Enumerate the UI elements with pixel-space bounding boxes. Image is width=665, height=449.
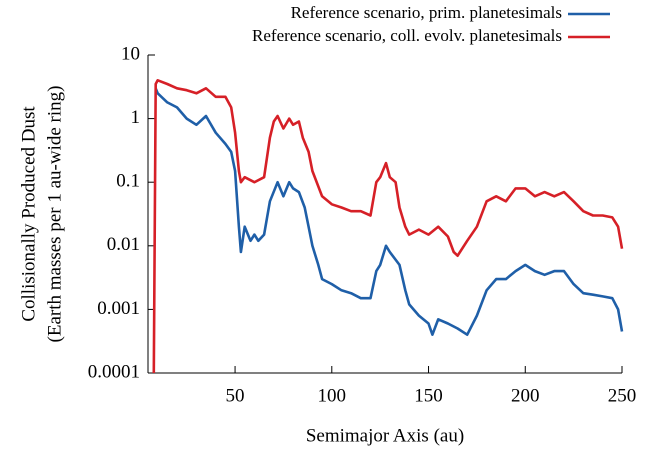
x-tick-label: 150: [414, 385, 443, 406]
y-tick-label: 0.01: [107, 234, 140, 255]
x-tick-label: 250: [608, 385, 637, 406]
y-axis-title: (Earth masses per 1 au-wide ring): [44, 86, 65, 343]
legend-label: Reference scenario, prim. planetesimals: [291, 3, 562, 22]
x-tick-label: 100: [318, 385, 347, 406]
x-tick-label: 200: [511, 385, 540, 406]
y-tick-label: 0.1: [116, 171, 140, 192]
data-line: [152, 79, 624, 374]
legend-label: Reference scenario, coll. evolv. planete…: [252, 26, 562, 45]
x-tick-label: 50: [226, 385, 245, 406]
data-line: [154, 87, 624, 336]
y-tick-label: 10: [121, 43, 140, 64]
y-tick-label: 0.001: [97, 298, 140, 319]
y-tick-label: 1: [131, 107, 141, 128]
y-tick-label: 0.0001: [88, 361, 140, 382]
x-axis-title: Semimajor Axis (au): [306, 425, 464, 446]
y-axis-title: Collisionally Produced Dust: [18, 106, 39, 322]
